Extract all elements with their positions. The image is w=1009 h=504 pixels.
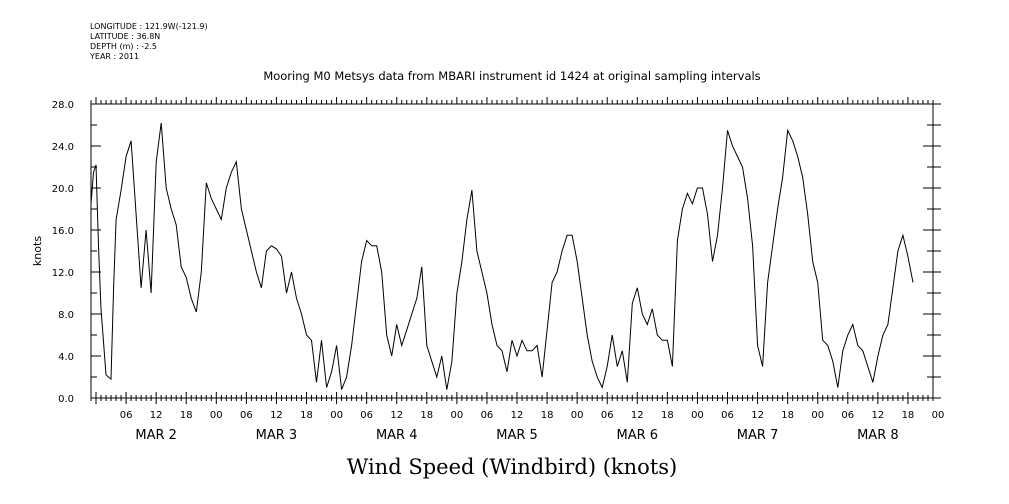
latitude-text: LATITUDE : 36.8N xyxy=(90,32,160,41)
header-info: LONGITUDE : 121.9W(-121.9) LATITUDE : 36… xyxy=(89,22,208,61)
x-tick-label: 00 xyxy=(691,410,704,421)
x-tick-label: 06 xyxy=(481,410,494,421)
day-label: MAR 5 xyxy=(496,428,538,443)
y-tick-label: 0.0 xyxy=(58,394,74,405)
day-label: MAR 3 xyxy=(256,428,298,443)
day-label: MAR 7 xyxy=(737,428,779,443)
x-tick-label: 00 xyxy=(330,410,343,421)
plot-frame xyxy=(90,103,934,399)
x-axis-title: Wind Speed (Windbird) (knots) xyxy=(347,455,677,479)
x-tick-label: 00 xyxy=(210,410,223,421)
day-label: MAR 4 xyxy=(376,428,418,443)
x-tick-label: 06 xyxy=(841,410,854,421)
y-axis: 0.0 4.0 8.0 12.0 16.0 20.0 24.0 28.0 xyxy=(52,100,941,405)
x-tick-label: 18 xyxy=(541,410,554,421)
x-tick-label: 18 xyxy=(420,410,433,421)
depth-text: DEPTH (m) : -2.5 xyxy=(90,42,157,51)
y-tick-label: 24.0 xyxy=(52,142,74,153)
x-tick-label: 18 xyxy=(902,410,915,421)
x-tick-label: 12 xyxy=(631,410,644,421)
x-tick-label: 12 xyxy=(390,410,403,421)
day-label: MAR 2 xyxy=(135,428,177,443)
x-tick-label: 18 xyxy=(781,410,794,421)
x-tick-label: 06 xyxy=(360,410,373,421)
y-tick-label: 20.0 xyxy=(52,184,74,195)
x-tick-label: 06 xyxy=(240,410,253,421)
day-labels: MAR 2 MAR 3 MAR 4 MAR 5 MAR 6 MAR 7 MAR 8 xyxy=(135,428,898,443)
x-tick-label: 06 xyxy=(120,410,133,421)
day-label: MAR 8 xyxy=(857,428,899,443)
x-tick-label: 18 xyxy=(180,410,193,421)
x-tick-label: 00 xyxy=(571,410,584,421)
wind-speed-line xyxy=(90,122,914,390)
x-tick-label: 12 xyxy=(751,410,764,421)
x-tick-label: 12 xyxy=(270,410,283,421)
x-tick-label: 00 xyxy=(451,410,464,421)
x-tick-label: 18 xyxy=(661,410,674,421)
chart-title: Mooring M0 Metsys data from MBARI instru… xyxy=(263,69,760,83)
y-tick-label: 12.0 xyxy=(52,268,74,279)
y-tick-label: 28.0 xyxy=(52,100,74,111)
y-tick-label: 4.0 xyxy=(58,352,74,363)
x-tick-label: 12 xyxy=(872,410,885,421)
x-tick-label: 00 xyxy=(811,410,824,421)
x-tick-label: 06 xyxy=(721,410,734,421)
x-tick-label: 12 xyxy=(511,410,524,421)
year-text: YEAR : 2011 xyxy=(89,52,139,61)
y-tick-label: 8.0 xyxy=(58,310,74,321)
day-label: MAR 6 xyxy=(617,428,659,443)
longitude-text: LONGITUDE : 121.9W(-121.9) xyxy=(90,22,208,31)
x-axis: 06 12 18 00 06 12 18 00 06 12 18 00 06 12 18 00 06 12 18 00… xyxy=(90,97,945,421)
x-tick-label: 18 xyxy=(300,410,313,421)
x-tick-label: 06 xyxy=(601,410,614,421)
y-axis-label: knots xyxy=(31,236,44,266)
x-tick-label: 12 xyxy=(150,410,163,421)
x-tick-label: 00 xyxy=(932,410,945,421)
y-tick-label: 16.0 xyxy=(52,226,74,237)
